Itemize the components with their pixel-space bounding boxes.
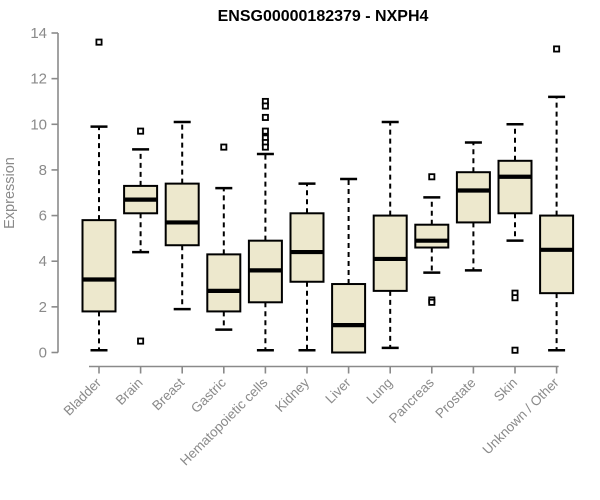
y-tick-label: 0 bbox=[39, 345, 47, 362]
y-axis-label: Expression bbox=[2, 157, 18, 229]
x-category-label: Breast bbox=[149, 375, 187, 413]
x-category-label: Skin bbox=[491, 375, 520, 404]
outlier-point bbox=[261, 127, 269, 135]
iqr-box bbox=[539, 214, 575, 295]
outlier-point bbox=[511, 346, 519, 354]
iqr-box bbox=[372, 214, 408, 292]
iqr-box bbox=[81, 219, 117, 313]
x-category-label: Liver bbox=[322, 375, 354, 407]
outlier-point bbox=[261, 113, 269, 121]
boxplot-pancreas bbox=[414, 173, 450, 306]
outlier-point bbox=[137, 337, 145, 345]
outlier-point bbox=[553, 45, 561, 53]
iqr-box bbox=[331, 283, 367, 354]
y-tick-label: 6 bbox=[39, 208, 47, 225]
x-category-label: Unknown / Other bbox=[479, 375, 562, 458]
outlier-point bbox=[428, 298, 436, 306]
boxplot-prostate bbox=[455, 141, 491, 272]
iqr-box bbox=[414, 223, 450, 249]
y-tick-label: 10 bbox=[30, 116, 47, 133]
boxplot-brain bbox=[123, 127, 159, 345]
x-category-label: Prostate bbox=[432, 375, 478, 421]
boxplot-skin bbox=[497, 123, 533, 354]
y-tick-label: 2 bbox=[39, 299, 47, 316]
y-tick-label: 8 bbox=[39, 162, 47, 179]
boxplot-hematopoietic-cells bbox=[247, 97, 283, 352]
x-category-label: Pancreas bbox=[386, 375, 437, 426]
boxplot-bladder bbox=[81, 38, 117, 352]
boxplot-unknown-other bbox=[539, 45, 575, 352]
x-category-label: Brain bbox=[113, 375, 146, 408]
y-tick-label: 12 bbox=[30, 71, 47, 88]
outlier-point bbox=[261, 102, 269, 110]
boxplot-breast bbox=[164, 120, 200, 311]
outlier-point bbox=[511, 294, 519, 302]
iqr-box bbox=[455, 171, 491, 224]
y-tick-label: 14 bbox=[30, 25, 47, 42]
outlier-point bbox=[428, 173, 436, 181]
boxplot-lung bbox=[372, 120, 408, 350]
box-series bbox=[81, 38, 575, 354]
iqr-box bbox=[289, 212, 325, 283]
iqr-box bbox=[497, 159, 533, 215]
outlier-point bbox=[95, 38, 103, 46]
y-tick-label: 4 bbox=[39, 253, 47, 270]
outlier-point bbox=[220, 143, 228, 151]
iqr-box bbox=[206, 253, 242, 313]
boxplot-kidney bbox=[289, 182, 325, 352]
boxplot-gastric bbox=[206, 143, 242, 331]
outlier-point bbox=[261, 143, 269, 151]
boxplot-liver bbox=[331, 177, 367, 354]
x-category-label: Lung bbox=[363, 375, 395, 407]
x-category-label: Kidney bbox=[272, 375, 312, 415]
chart-title: ENSG00000182379 - NXPH4 bbox=[218, 8, 429, 25]
x-category-label: Bladder bbox=[61, 375, 105, 419]
outlier-point bbox=[137, 127, 145, 135]
x-category-label: Gastric bbox=[188, 375, 229, 416]
iqr-box bbox=[164, 182, 200, 247]
